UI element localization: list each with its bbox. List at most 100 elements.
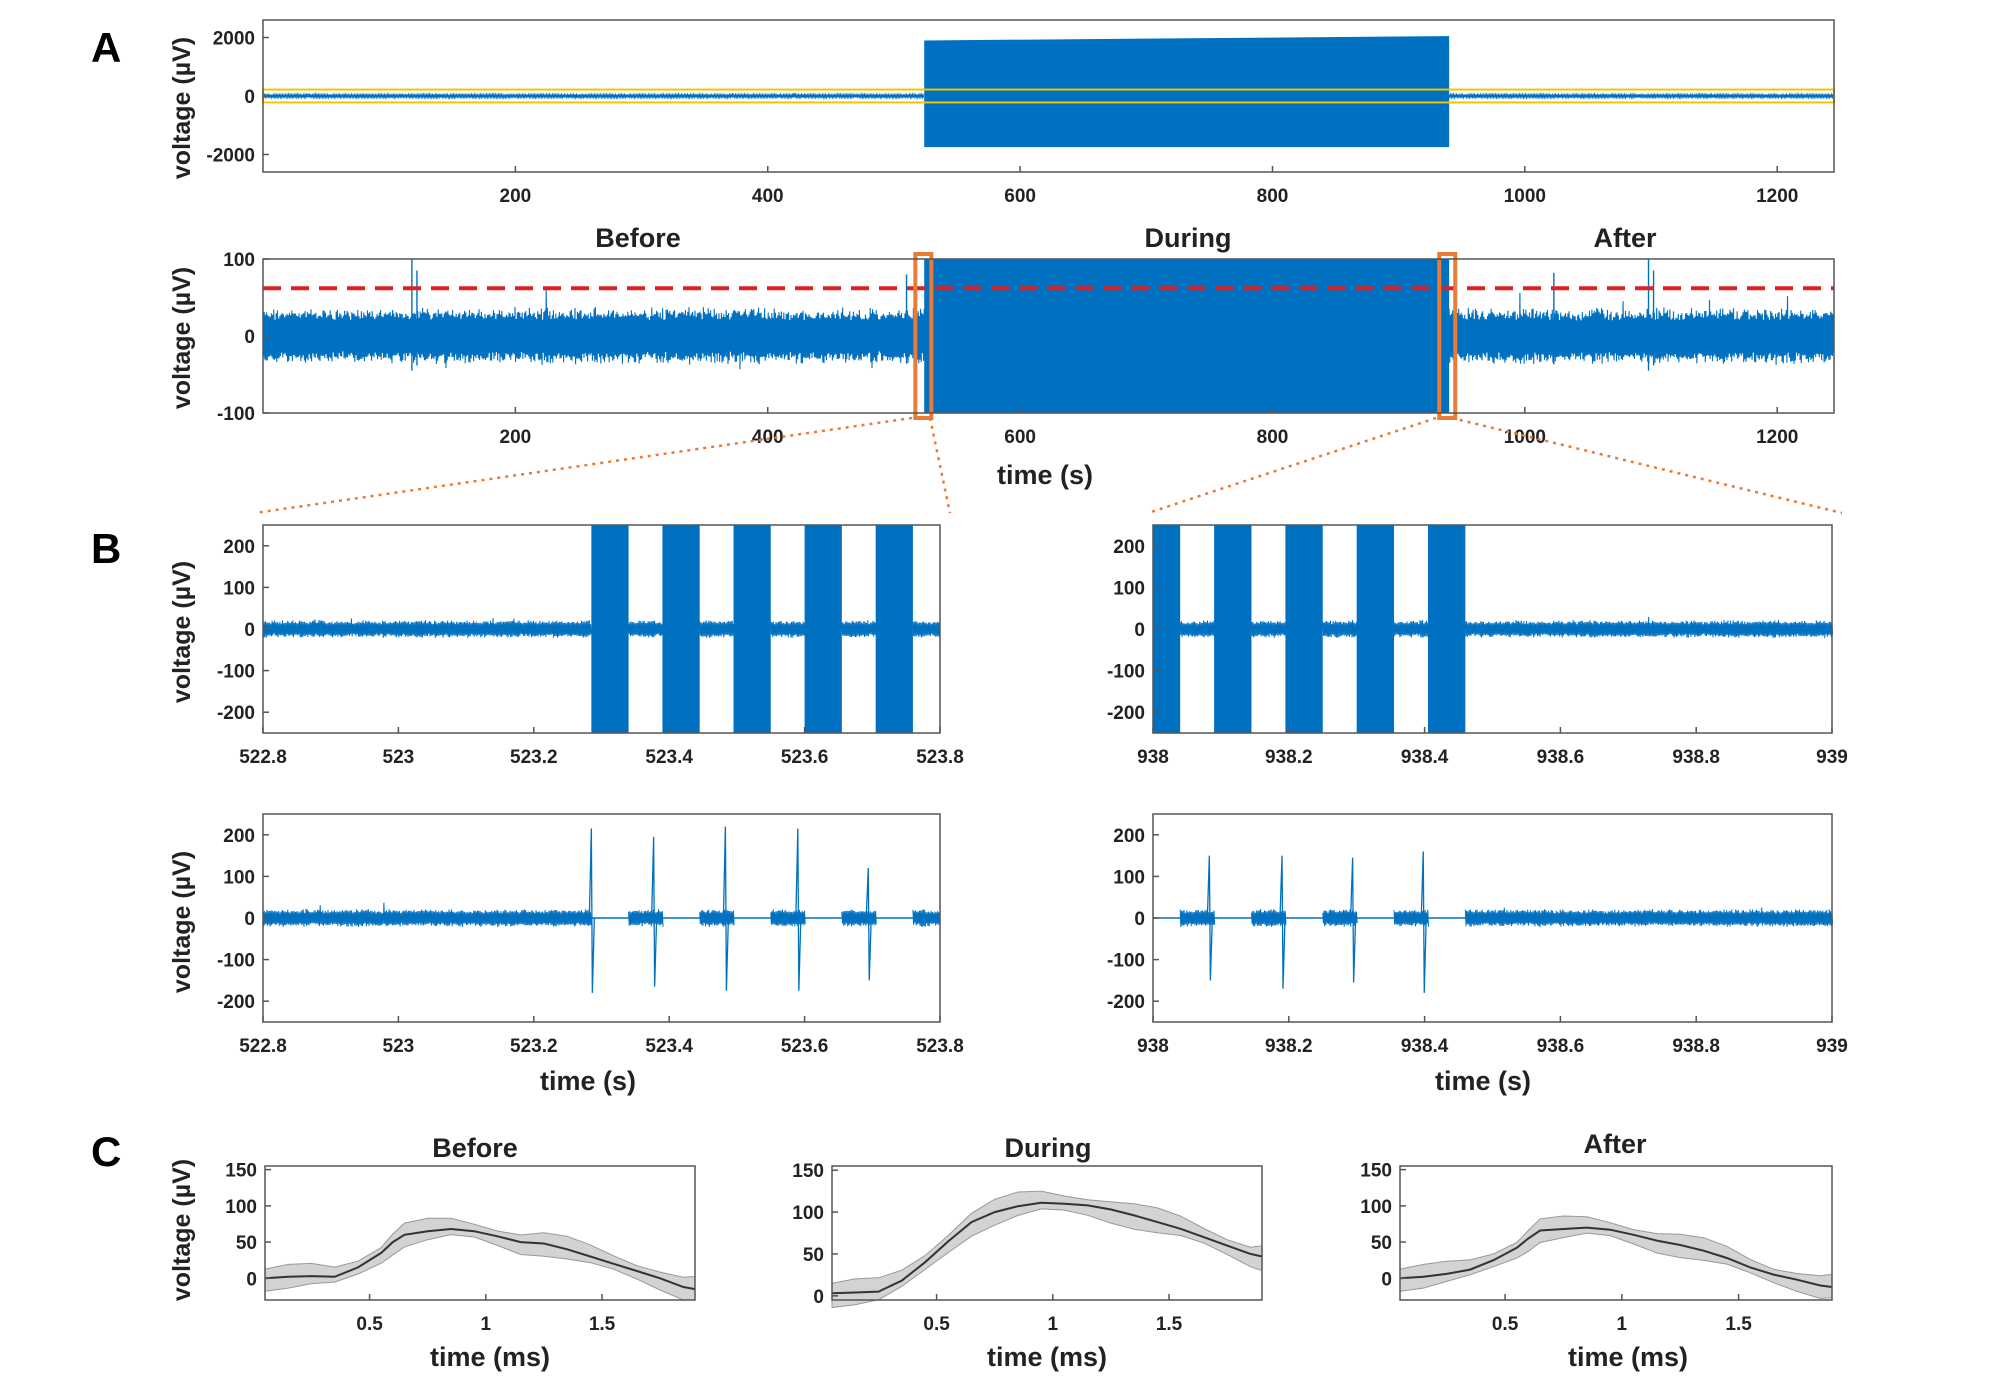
chart-c-after: 0.5 1 1.5 0 50 100 150 After time (ms) xyxy=(1360,1129,1833,1372)
C1-y-tick-label: 100 xyxy=(225,1197,257,1218)
panel-label-b: B xyxy=(91,525,121,572)
C1-y-tick-label: 50 xyxy=(236,1233,257,1254)
B2-noise xyxy=(1464,616,1834,639)
B1-stim-burst xyxy=(804,525,842,733)
A2-x-tick-label: 800 xyxy=(1257,427,1289,448)
B1-noise xyxy=(841,620,877,638)
c1-y-axis-label: voltage (µV) xyxy=(168,1159,196,1301)
B3-noise xyxy=(699,909,735,927)
A2-y-tick-label: 0 xyxy=(244,327,255,348)
B2-x-tick-label: 939 xyxy=(1816,747,1848,768)
B3-x-tick-label: 523 xyxy=(383,1036,415,1057)
C1-x-tick-label: 0.5 xyxy=(356,1314,383,1335)
B3-x-tick-label: 523.4 xyxy=(645,1036,693,1057)
B2-x-tick-label: 938.8 xyxy=(1672,747,1720,768)
B1-x-tick-label: 523.8 xyxy=(916,747,964,768)
A2-x-tick-label: 600 xyxy=(1004,427,1036,448)
B2-x-tick-label: 938.4 xyxy=(1401,747,1449,768)
C2-y-tick-label: 100 xyxy=(792,1203,824,1224)
a2-zoom-box-0 xyxy=(913,252,934,420)
B2-stim-burst xyxy=(1356,525,1395,733)
B4-spike xyxy=(1206,855,1214,981)
C3-axes-frame xyxy=(1399,1165,1833,1301)
chart-b-top-left: 522.8 523 523.2 523.4 523.6 523.8 -200 -100 0 100… xyxy=(168,524,964,768)
chart-a-bottom: 200 400 600 800 1000 1200 -100 0 100 voltage (µV… xyxy=(168,223,1835,490)
panel-label-c: C xyxy=(91,1128,121,1175)
B4-spike xyxy=(1349,857,1357,983)
A1-x-tick-label: 800 xyxy=(1257,186,1289,207)
A1-x-tick-label: 600 xyxy=(1004,186,1036,207)
B3-spike xyxy=(865,868,872,981)
B4-y-tick-label: -200 xyxy=(1107,992,1145,1013)
B2-y-tick-label: 0 xyxy=(1134,620,1145,641)
c2-title: During xyxy=(1005,1133,1092,1163)
C2-y-tick-label: 0 xyxy=(813,1287,824,1308)
B1-y-tick-label: 0 xyxy=(244,620,255,641)
B4-noise xyxy=(1179,909,1216,928)
C3-x-tick-label: 0.5 xyxy=(1492,1314,1519,1335)
A1-x-tick-label: 400 xyxy=(752,186,784,207)
B3-x-tick-label: 523.6 xyxy=(781,1036,829,1057)
section-label-during: During xyxy=(1145,223,1232,253)
B1-x-tick-label: 523.2 xyxy=(510,747,558,768)
C3-std-band xyxy=(1399,1215,1833,1300)
a1-signal-during xyxy=(924,36,1450,148)
B4-x-tick-label: 938.2 xyxy=(1265,1036,1313,1057)
C3-mean-waveform xyxy=(1399,1226,1833,1288)
B1-y-tick-label: 100 xyxy=(223,578,255,599)
C2-std-band xyxy=(831,1190,1263,1309)
B4-x-tick-label: 938.8 xyxy=(1672,1036,1720,1057)
B1-x-tick-label: 523.6 xyxy=(781,747,829,768)
C3-y-tick-label: 150 xyxy=(1360,1161,1392,1182)
C1-std-band xyxy=(264,1217,696,1301)
B1-noise xyxy=(699,620,735,639)
B3-y-tick-label: -200 xyxy=(217,992,255,1013)
B1-y-tick-label: -100 xyxy=(217,662,255,683)
chart-c-during: 0.5 1 1.5 0 50 100 150 During time (ms) xyxy=(792,1133,1263,1372)
B4-x-tick-label: 939 xyxy=(1816,1036,1848,1057)
B2-x-tick-label: 938 xyxy=(1137,747,1169,768)
connector-right-a xyxy=(1147,416,1437,515)
B1-x-tick-label: 522.8 xyxy=(239,747,287,768)
b3-x-axis-label: time (s) xyxy=(540,1066,636,1096)
B1-y-tick-label: -200 xyxy=(217,703,255,724)
B1-stim-burst xyxy=(733,525,771,733)
B1-stim-burst xyxy=(875,525,913,733)
C1-x-tick-label: 1 xyxy=(481,1314,492,1335)
A2-x-tick-label: 200 xyxy=(500,427,532,448)
c3-x-axis-label: time (ms) xyxy=(1568,1342,1688,1372)
B1-x-tick-label: 523.4 xyxy=(645,747,693,768)
B3-noise xyxy=(262,902,592,928)
B2-stim-burst xyxy=(1285,525,1323,733)
a1-signal-after xyxy=(1448,91,1835,100)
B3-y-tick-label: 100 xyxy=(223,867,255,888)
a2-signal-after xyxy=(1448,292,1835,365)
B2-x-tick-label: 938.6 xyxy=(1537,747,1585,768)
B1-stim-burst xyxy=(662,525,700,733)
a1-y-axis-label: voltage (µV) xyxy=(168,37,196,179)
b1-y-axis-label: voltage (µV) xyxy=(168,561,196,703)
B2-y-tick-label: 200 xyxy=(1113,537,1145,558)
c1-title: Before xyxy=(432,1133,518,1163)
C1-mean-waveform xyxy=(264,1227,696,1291)
c2-x-axis-label: time (ms) xyxy=(987,1342,1107,1372)
B3-noise xyxy=(912,909,941,927)
A1-x-tick-label: 200 xyxy=(500,186,532,207)
B4-y-tick-label: 200 xyxy=(1113,826,1145,847)
B1-y-tick-label: 200 xyxy=(223,537,255,558)
b4-x-axis-label: time (s) xyxy=(1435,1066,1531,1096)
a2-signal-before xyxy=(262,289,926,370)
a2-y-axis-label: voltage (µV) xyxy=(168,267,196,409)
B1-noise xyxy=(912,621,941,638)
B1-noise xyxy=(262,618,592,638)
B1-stim-burst xyxy=(591,525,629,733)
C2-x-tick-label: 1.5 xyxy=(1156,1314,1183,1335)
C3-x-tick-label: 1 xyxy=(1617,1314,1628,1335)
C3-x-tick-label: 1.5 xyxy=(1725,1314,1752,1335)
B3-y-tick-label: 0 xyxy=(244,909,255,930)
A2-x-tick-label: 400 xyxy=(752,427,784,448)
A1-x-tick-label: 1000 xyxy=(1504,186,1546,207)
c1-x-axis-label: time (ms) xyxy=(430,1342,550,1372)
B1-noise xyxy=(628,620,664,638)
chart-b-bottom-left: 522.8 523 523.2 523.4 523.6 523.8 -200 -100 0 100… xyxy=(168,813,964,1096)
